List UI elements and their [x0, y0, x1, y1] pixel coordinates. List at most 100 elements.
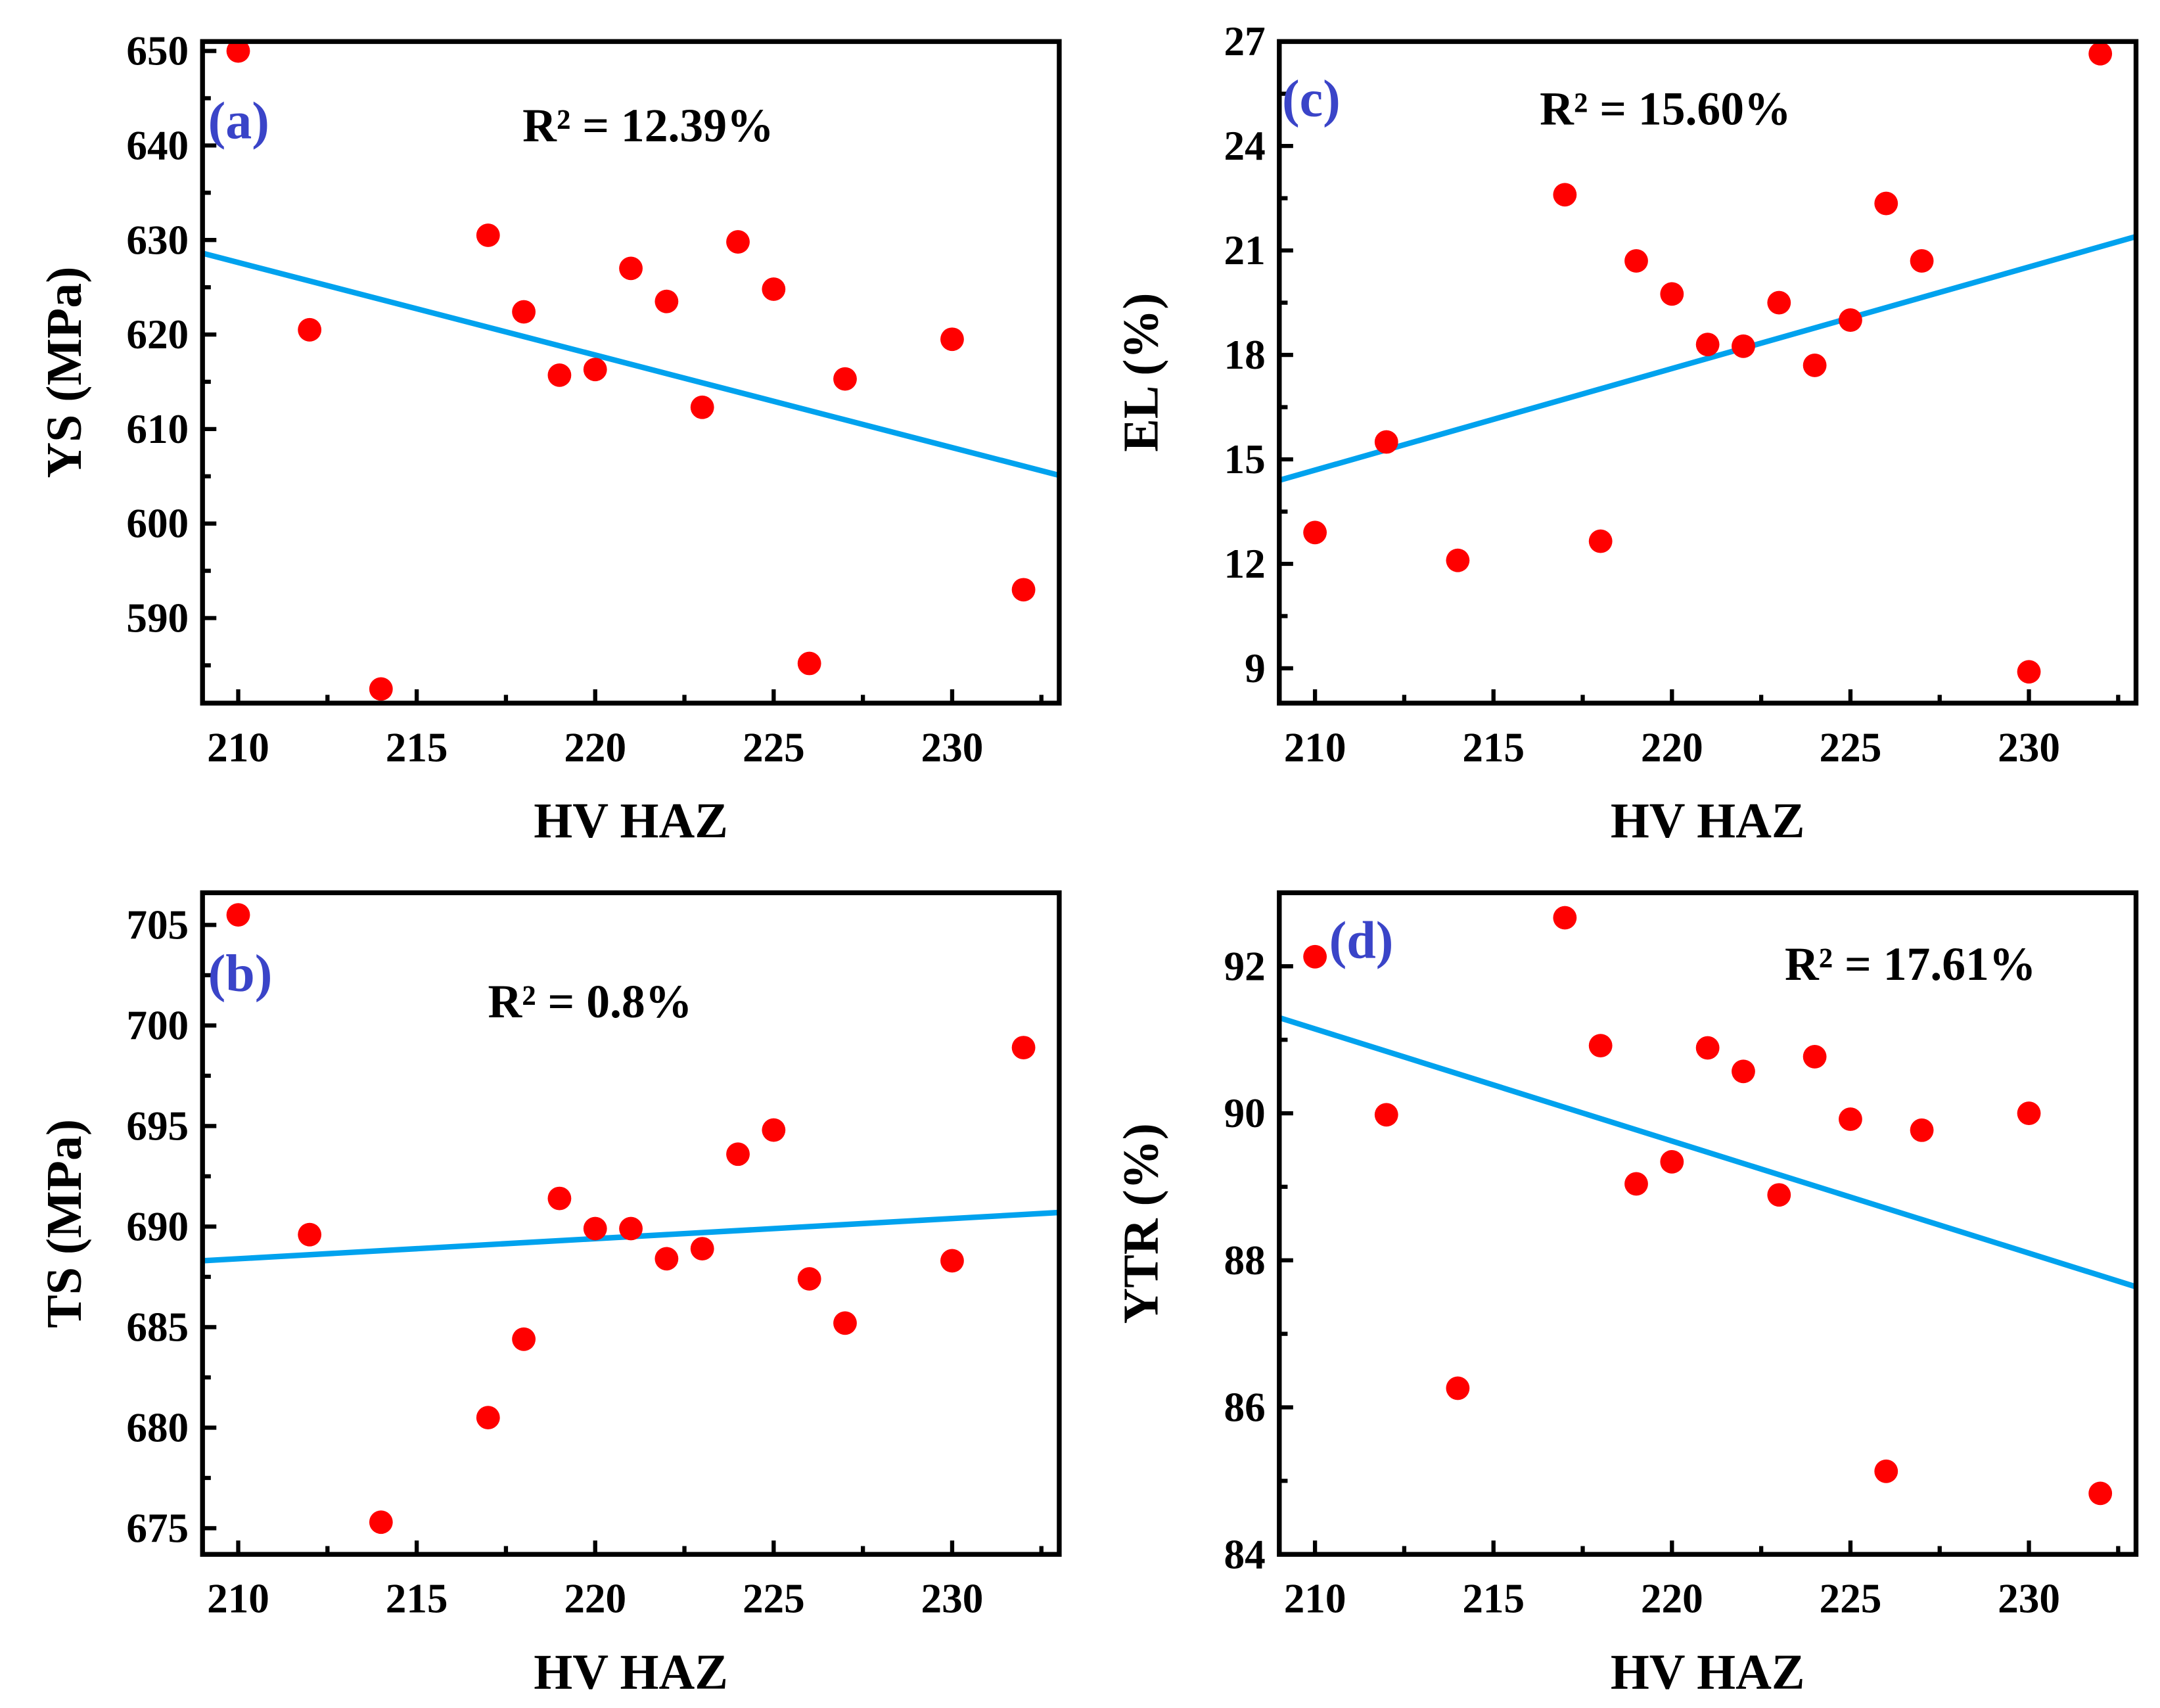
data-point — [1803, 1045, 1827, 1069]
plot-frame — [200, 890, 1062, 1557]
x-axis-label: HV HAZ — [534, 1645, 728, 1700]
data-point — [1839, 1107, 1862, 1131]
data-point — [226, 903, 250, 927]
data-point — [2017, 1101, 2041, 1125]
y-tick-label: 27 — [1224, 18, 1266, 64]
data-point — [1374, 430, 1398, 454]
y-tick-label: 9 — [1245, 645, 1266, 691]
x-tick-label: 215 — [1462, 724, 1525, 770]
r-squared-annotation: R² = 15.60% — [1540, 83, 1791, 135]
data-point — [2088, 41, 2113, 66]
data-point — [1303, 520, 1327, 545]
data-point — [1767, 290, 1791, 315]
data-point — [1624, 1172, 1648, 1196]
r-squared-annotation: R² = 12.39% — [522, 100, 773, 152]
data-point — [1874, 191, 1898, 216]
x-tick-label: 230 — [921, 724, 984, 770]
data-point — [619, 256, 643, 281]
data-point — [1874, 1459, 1898, 1483]
data-point — [298, 1222, 322, 1247]
y-tick-label: 600 — [126, 501, 189, 547]
data-point — [619, 1216, 643, 1241]
y-tick-label: 685 — [126, 1304, 189, 1350]
y-axis-label: TS (MPa) — [37, 1119, 92, 1328]
plot-frame — [200, 39, 1062, 706]
plot-frame — [1277, 890, 2139, 1557]
y-tick-label: 86 — [1224, 1385, 1266, 1431]
y-tick-label: 620 — [126, 312, 189, 358]
data-point — [369, 1510, 393, 1535]
data-point — [690, 1237, 714, 1260]
x-tick-label: 230 — [921, 1576, 984, 1622]
panel-label: (a) — [208, 93, 269, 150]
data-point — [762, 1118, 786, 1142]
x-tick-label: 230 — [1998, 1576, 2060, 1622]
data-point — [583, 1216, 607, 1241]
x-tick-label: 215 — [1462, 1576, 1525, 1622]
data-point — [1011, 1036, 1036, 1059]
panel-label: (d) — [1329, 912, 1394, 969]
x-tick-label: 225 — [1820, 1576, 1882, 1622]
data-point — [1839, 308, 1862, 332]
y-tick-label: 84 — [1224, 1531, 1266, 1577]
data-point — [476, 223, 500, 247]
x-tick-label: 210 — [1284, 724, 1346, 770]
x-tick-label: 230 — [1998, 724, 2060, 770]
chart-panel-d: 210 215 220 225 230 84 86 88 90 92 HV HAZ YTR (%) (d… — [1113, 890, 2139, 1700]
chart-panel-c: 210 215 220 225 230 9 12 15 18 21 24 27 HV HAZ EL (%)… — [1113, 18, 2139, 848]
data-point — [655, 1247, 679, 1271]
panel-label: (c) — [1282, 70, 1341, 128]
y-tick-label: 90 — [1224, 1090, 1266, 1136]
data-point — [1588, 1034, 1613, 1058]
data-point — [797, 651, 821, 676]
x-tick-label: 220 — [564, 724, 626, 770]
data-point — [797, 1267, 821, 1291]
data-point — [833, 367, 857, 391]
chart-panel-a: 210 215 220 225 230 590 600 610 620 630 640 650 HV H… — [37, 28, 1062, 848]
x-tick-label: 225 — [743, 1576, 805, 1622]
data-point — [726, 1142, 750, 1166]
x-tick-label: 220 — [1641, 1576, 1703, 1622]
x-tick-label: 220 — [1641, 724, 1703, 770]
data-point — [226, 39, 250, 63]
data-point — [1624, 249, 1648, 273]
data-point — [1910, 1118, 1934, 1142]
y-tick-label: 24 — [1224, 123, 1266, 169]
y-tick-label: 690 — [126, 1203, 189, 1249]
data-point — [2088, 1481, 2113, 1506]
x-tick-label: 210 — [1284, 1576, 1346, 1622]
data-point — [1732, 334, 1755, 358]
y-tick-label: 675 — [126, 1505, 189, 1551]
data-point — [1553, 183, 1577, 207]
fit-line — [202, 250, 1060, 478]
data-point — [2017, 660, 2041, 684]
data-point — [1588, 529, 1613, 553]
data-point — [1660, 1149, 1684, 1174]
y-tick-label: 610 — [126, 406, 189, 452]
data-point — [762, 277, 786, 301]
y-axis-label: EL (%) — [1113, 292, 1168, 451]
y-tick-label: 92 — [1224, 943, 1266, 989]
panel-label: (b) — [208, 945, 273, 1003]
y-tick-label: 700 — [126, 1002, 189, 1048]
data-point — [1374, 1103, 1398, 1127]
y-tick-label: 680 — [126, 1404, 189, 1450]
data-point — [1446, 548, 1470, 572]
data-point — [512, 1327, 536, 1351]
y-tick-label: 705 — [126, 902, 189, 948]
data-point — [476, 1406, 500, 1430]
x-tick-label: 210 — [207, 724, 269, 770]
data-point — [298, 317, 322, 342]
data-point — [1446, 1376, 1470, 1400]
x-tick-label: 215 — [386, 724, 448, 770]
chart-panel-b: 210 215 220 225 230 675 680 685 690 695 700 705 HV H… — [37, 890, 1062, 1700]
x-axis-label: HV HAZ — [1611, 793, 1805, 848]
y-axis-label: YS (MPa) — [37, 266, 92, 478]
data-point — [940, 327, 964, 352]
data-point — [547, 1186, 572, 1211]
data-point — [369, 677, 393, 701]
data-point — [583, 358, 607, 382]
data-point — [1011, 578, 1036, 602]
y-tick-label: 640 — [126, 122, 189, 168]
